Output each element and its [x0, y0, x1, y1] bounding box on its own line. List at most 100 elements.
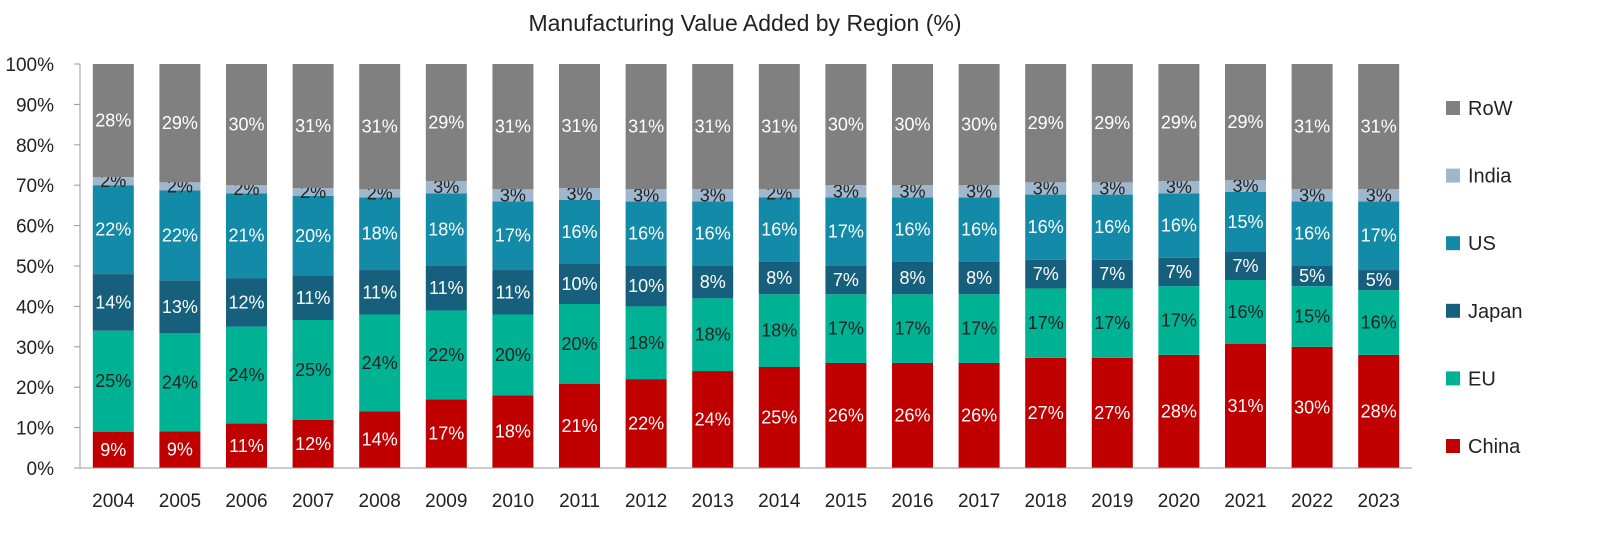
bar-segment-india: [1225, 180, 1266, 192]
bar-segment-row: [226, 64, 267, 186]
bar-segment-japan: [1025, 259, 1067, 289]
legend-swatch-eu: [1446, 371, 1460, 386]
bar-segment-china: [559, 384, 600, 468]
bar-stack-2009: 17% 22% 11% 18% 3% 29%: [425, 64, 467, 468]
data-label-japan: 7%: [1033, 264, 1059, 284]
data-label-row: 28%: [95, 111, 131, 131]
bar-segment-us: [492, 201, 534, 271]
data-label-china: 17%: [428, 424, 464, 444]
bar-segment-us: [92, 185, 134, 275]
data-label-eu: 17%: [1161, 311, 1197, 331]
x-tick-label: 2017: [958, 491, 1000, 512]
bar-segment-japan: [1291, 266, 1333, 287]
bar-segment-row: [625, 64, 667, 190]
data-label-india: 3%: [1232, 176, 1258, 196]
y-tick-label: 30%: [16, 338, 54, 359]
data-label-china: 21%: [561, 416, 597, 436]
bar-segment-us: [226, 193, 267, 279]
bar-segment-us: [359, 197, 401, 271]
data-label-us: 15%: [1227, 212, 1263, 232]
bar-segment-china: [1025, 357, 1067, 468]
bar-segment-us: [1291, 201, 1333, 266]
legend-label-row: RoW: [1468, 98, 1513, 120]
data-label-japan: 11%: [296, 288, 331, 308]
bar-segment-row: [559, 64, 600, 188]
data-label-row: 30%: [228, 115, 264, 135]
data-label-row: 29%: [162, 113, 198, 133]
bar-segment-china: [492, 395, 534, 468]
bar-segment-eu: [625, 306, 667, 380]
bar-stack-2014: 25%18%8%16%2%31%: [758, 64, 800, 468]
bar-stack-2011: 21% 20% 10% 16% 3% 31%: [559, 64, 600, 468]
data-label-india: 3%: [1033, 178, 1059, 198]
x-tick-label: 2021: [1224, 491, 1266, 512]
x-tick-label: 2023: [1358, 491, 1400, 512]
bar-segment-row: [92, 64, 134, 178]
bars: 9%25%14%22%2%28%9%24%13%22%2%29%11%24%12…: [92, 64, 1400, 468]
data-label-us: 16%: [695, 224, 731, 244]
bar-segment-row: [1091, 64, 1133, 183]
bar-segment-row: [958, 64, 1000, 186]
data-label-us: 20%: [295, 226, 331, 246]
data-label-japan: 11%: [429, 278, 464, 298]
legend-swatch-us: [1446, 236, 1460, 251]
bar-stack-2007: 12%25%11%20%2%31%: [292, 64, 334, 468]
bar-segment-china: [92, 431, 134, 468]
bar-segment-japan: [758, 261, 800, 295]
chart-title: Manufacturing Value Added by Region (%): [528, 10, 961, 36]
y-tick-label: 0%: [27, 459, 55, 480]
x-tick-label: 2016: [891, 491, 933, 512]
data-label-eu: 18%: [695, 325, 731, 345]
bar-segment-us: [1025, 194, 1067, 260]
data-label-japan: 10%: [628, 276, 664, 296]
bar-segment-japan: [892, 261, 933, 295]
data-label-row: 29%: [428, 113, 464, 133]
bar-segment-eu: [958, 294, 1000, 363]
data-label-us: 22%: [162, 225, 198, 245]
data-label-row: 31%: [1361, 117, 1397, 137]
bar-segment-china: [758, 367, 800, 468]
data-label-row: 31%: [561, 116, 597, 136]
x-tick-label: 2007: [292, 491, 334, 512]
bar-segment-india: [359, 189, 401, 198]
bar-segment-row: [692, 64, 734, 190]
bar-segment-china: [425, 399, 467, 468]
bar-segment-china: [1291, 346, 1333, 468]
bar-segment-india: [226, 185, 267, 194]
data-label-eu: 25%: [95, 371, 131, 391]
bar-segment-japan: [292, 276, 334, 320]
data-label-japan: 14%: [95, 292, 131, 312]
data-label-us: 21%: [228, 226, 264, 246]
data-label-china: 24%: [695, 410, 731, 430]
data-label-row: 31%: [1294, 117, 1330, 137]
legend-swatch-row: [1446, 101, 1460, 115]
bar-segment-eu: [292, 320, 334, 420]
bar-segment-row: [1025, 64, 1067, 183]
bar-segment-us: [159, 190, 201, 281]
data-label-eu: 20%: [561, 334, 597, 354]
bar-stack-2018: 27% 17% 7% 16% 3% 29%: [1025, 64, 1067, 468]
legend-label-eu: EU: [1468, 368, 1496, 390]
x-tick-label: 2011: [559, 491, 600, 512]
bar-segment-us: [625, 201, 667, 266]
bar-segment-eu: [226, 326, 267, 424]
data-label-japan: 7%: [1232, 256, 1258, 276]
y-tick-label: 80%: [16, 136, 54, 157]
data-label-china: 26%: [828, 405, 864, 425]
bar-segment-india: [92, 177, 134, 186]
legend: RoW India US Japan EU China: [1446, 98, 1523, 458]
bar-segment-india: [559, 188, 600, 200]
bar-stack-2004: 9%25%14%22%2%28%: [92, 64, 134, 468]
bar-segment-eu: [492, 314, 534, 396]
bar-segment-us: [692, 201, 734, 266]
bar-segment-china: [1225, 344, 1266, 468]
bar-segment-us: [292, 196, 334, 276]
bar-segment-eu: [758, 294, 800, 367]
data-label-india: 3%: [433, 177, 459, 197]
data-label-row: 31%: [628, 117, 664, 137]
data-label-eu: 24%: [362, 353, 398, 373]
x-tick-label: 2019: [1091, 491, 1133, 512]
bar-segment-india: [292, 188, 334, 196]
bar-segment-india: [758, 189, 800, 198]
x-tick-label: 2014: [758, 491, 801, 512]
